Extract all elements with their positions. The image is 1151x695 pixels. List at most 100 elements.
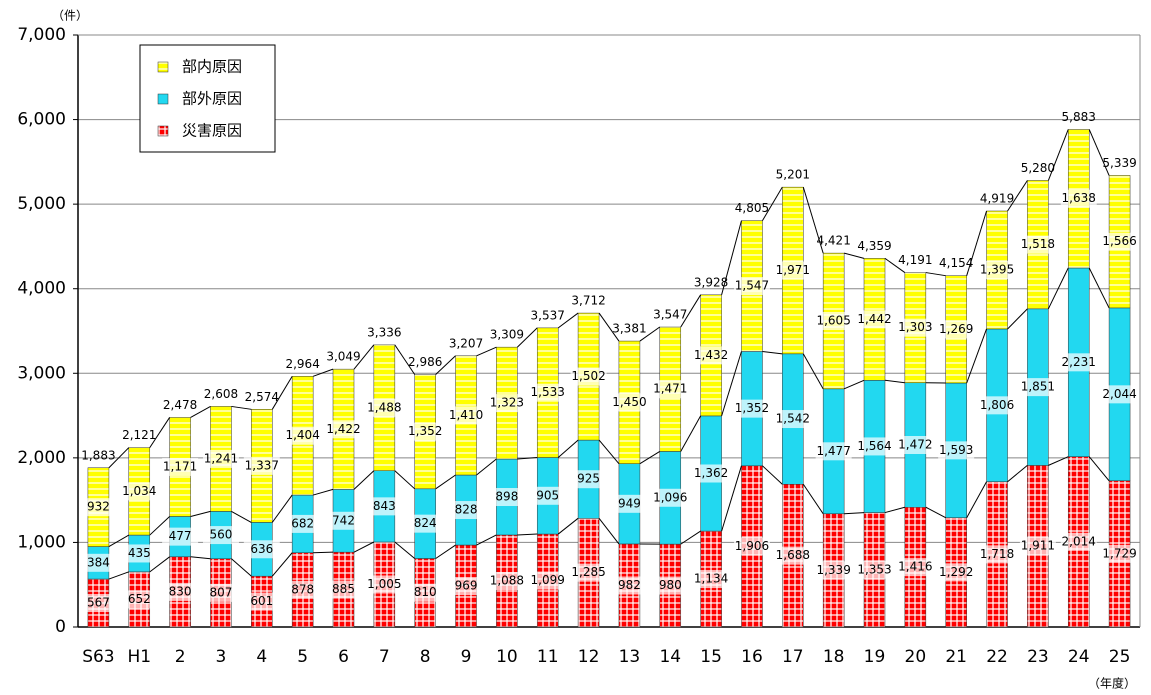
total-label: 3,537 <box>531 308 565 322</box>
connector <box>557 439 579 458</box>
total-label: 2,964 <box>285 357 319 371</box>
connector <box>108 571 129 580</box>
data-label: 601 <box>250 594 273 608</box>
connector <box>149 556 170 573</box>
connector <box>680 415 702 452</box>
data-label: 1,432 <box>694 348 728 362</box>
connector <box>802 353 824 390</box>
label-bg <box>733 277 770 296</box>
data-label: 435 <box>128 546 151 560</box>
connector <box>844 252 865 259</box>
label-bg <box>1060 189 1097 208</box>
connector <box>517 327 538 348</box>
label-bg <box>652 380 689 399</box>
data-label: 824 <box>414 516 437 530</box>
data-label: 1,416 <box>898 560 932 574</box>
label-bg <box>407 514 444 533</box>
label-bg <box>1060 353 1097 372</box>
connector <box>639 451 661 465</box>
connector <box>394 470 416 490</box>
data-label: 1,593 <box>939 443 973 457</box>
label-bg <box>243 592 280 611</box>
data-label: 1,450 <box>612 395 646 409</box>
total-label: 2,608 <box>204 387 238 401</box>
total-label: 2,121 <box>122 428 156 442</box>
connector <box>149 417 171 448</box>
label-bg <box>325 511 362 530</box>
connector <box>721 220 742 295</box>
connector <box>680 530 701 545</box>
data-label: 1,352 <box>408 424 442 438</box>
connector <box>271 376 293 410</box>
legend-label: 災害原因 <box>182 122 242 140</box>
data-label: 1,303 <box>898 320 932 334</box>
label-bg <box>979 260 1016 279</box>
label-bg <box>488 488 525 507</box>
label-bg <box>938 320 975 339</box>
connector <box>108 447 130 469</box>
total-label: 4,191 <box>898 253 932 267</box>
connector <box>884 379 905 384</box>
data-label: 885 <box>332 582 355 596</box>
x-tick-label: H1 <box>127 647 151 667</box>
connector <box>149 516 170 536</box>
y-tick-label: 1,000 <box>17 532 66 552</box>
total-label: 3,547 <box>653 308 687 322</box>
x-tick-label: 2 <box>175 647 186 667</box>
label-bg <box>162 527 199 546</box>
label-bg <box>162 582 199 601</box>
x-tick-label: 22 <box>986 647 1008 667</box>
label-bg <box>1019 537 1056 556</box>
label-bg <box>366 575 403 594</box>
label-bg <box>774 410 811 429</box>
connector <box>190 510 211 517</box>
label-bg <box>448 501 485 520</box>
x-axis-label: （年度） <box>1088 676 1136 691</box>
data-label: 682 <box>291 516 314 530</box>
data-label: 1,422 <box>326 422 360 436</box>
label-bg <box>611 576 648 595</box>
data-label: 982 <box>618 578 641 592</box>
label-bg <box>407 583 444 602</box>
label-bg <box>325 580 362 599</box>
label-bg <box>1060 532 1097 551</box>
connector <box>802 483 824 515</box>
connector <box>1088 129 1110 176</box>
connector <box>966 481 987 518</box>
label-bg <box>815 442 852 461</box>
label-bg <box>121 590 158 609</box>
connector <box>353 541 375 553</box>
label-bg <box>897 436 934 455</box>
connector <box>476 346 497 357</box>
connector <box>190 556 211 560</box>
connector <box>231 510 252 523</box>
data-label: 636 <box>250 542 273 556</box>
data-label: 1,034 <box>122 484 156 498</box>
connector <box>476 534 497 546</box>
label-bg <box>815 311 852 330</box>
data-label: 1,404 <box>285 428 319 442</box>
total-label: 3,336 <box>367 325 401 339</box>
data-label: 1,718 <box>980 547 1014 561</box>
connector <box>435 355 456 375</box>
label-bg <box>897 318 934 337</box>
label-bg <box>570 470 607 489</box>
data-label: 2,044 <box>1102 387 1136 401</box>
connector <box>884 257 906 273</box>
total-label: 5,280 <box>1021 161 1055 175</box>
data-label: 843 <box>373 499 396 513</box>
total-label: 2,478 <box>163 398 197 412</box>
label-bg <box>366 398 403 417</box>
data-label: 1,518 <box>1021 237 1055 251</box>
total-label: 3,309 <box>490 328 524 342</box>
legend-swatch <box>157 125 169 137</box>
data-label: 980 <box>659 578 682 592</box>
x-tick-label: 4 <box>256 647 267 667</box>
data-label: 1,339 <box>816 563 850 577</box>
data-label: 1,292 <box>939 565 973 579</box>
data-label: 810 <box>414 585 437 599</box>
data-label: 878 <box>291 582 314 596</box>
data-label: 1,134 <box>694 572 728 586</box>
y-tick-label: 4,000 <box>17 279 66 299</box>
label-bg <box>121 544 158 563</box>
